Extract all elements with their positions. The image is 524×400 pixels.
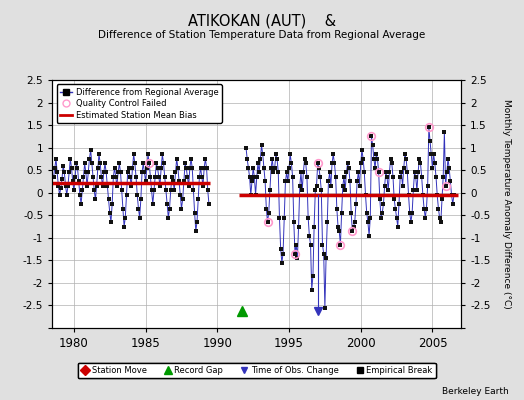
Text: Berkeley Earth: Berkeley Earth xyxy=(442,387,508,396)
Text: ATIKOKAN (AUT)    &: ATIKOKAN (AUT) & xyxy=(188,14,336,29)
Legend: Station Move, Record Gap, Time of Obs. Change, Empirical Break: Station Move, Record Gap, Time of Obs. C… xyxy=(78,363,436,378)
Y-axis label: Monthly Temperature Anomaly Difference (°C): Monthly Temperature Anomaly Difference (… xyxy=(501,99,510,309)
Text: Difference of Station Temperature Data from Regional Average: Difference of Station Temperature Data f… xyxy=(99,30,425,40)
